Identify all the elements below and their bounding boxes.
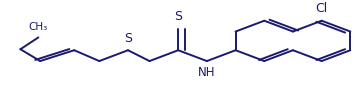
Text: S: S	[174, 10, 182, 23]
Text: CH₃: CH₃	[29, 22, 48, 32]
Text: Cl: Cl	[315, 2, 328, 15]
Text: NH: NH	[198, 66, 216, 79]
Text: S: S	[124, 32, 132, 45]
